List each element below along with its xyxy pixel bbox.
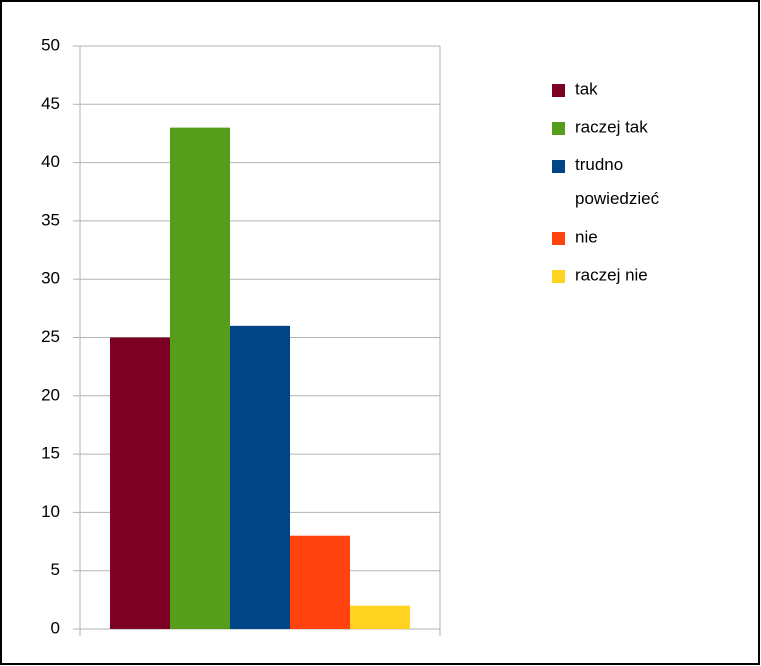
bar xyxy=(170,127,230,630)
y-tick-label: 30 xyxy=(41,269,60,288)
bar xyxy=(230,325,290,629)
y-tick-label: 10 xyxy=(41,502,60,521)
legend-label: raczej nie xyxy=(575,265,648,284)
legend-label: tak xyxy=(575,79,598,98)
legend-label: trudno powiedzieć xyxy=(575,155,660,208)
legend-label: raczej tak xyxy=(575,117,648,136)
bar xyxy=(110,337,170,629)
y-tick-label: 50 xyxy=(41,35,60,54)
legend-swatch xyxy=(552,122,565,135)
y-tick-label: 35 xyxy=(41,210,60,229)
y-tick-label: 25 xyxy=(41,327,60,346)
y-tick-label: 40 xyxy=(41,152,60,171)
legend-swatch xyxy=(552,160,565,173)
legend-swatch xyxy=(552,270,565,283)
y-tick-label: 20 xyxy=(41,385,60,404)
bar xyxy=(350,605,410,629)
y-tick-label: 5 xyxy=(51,560,60,579)
legend-label: nie xyxy=(575,227,598,246)
bar xyxy=(290,535,350,629)
y-tick-label: 0 xyxy=(51,618,60,637)
y-tick-label: 15 xyxy=(41,444,60,463)
y-tick-label: 45 xyxy=(41,94,60,113)
legend-swatch xyxy=(552,84,565,97)
legend-swatch xyxy=(552,232,565,245)
